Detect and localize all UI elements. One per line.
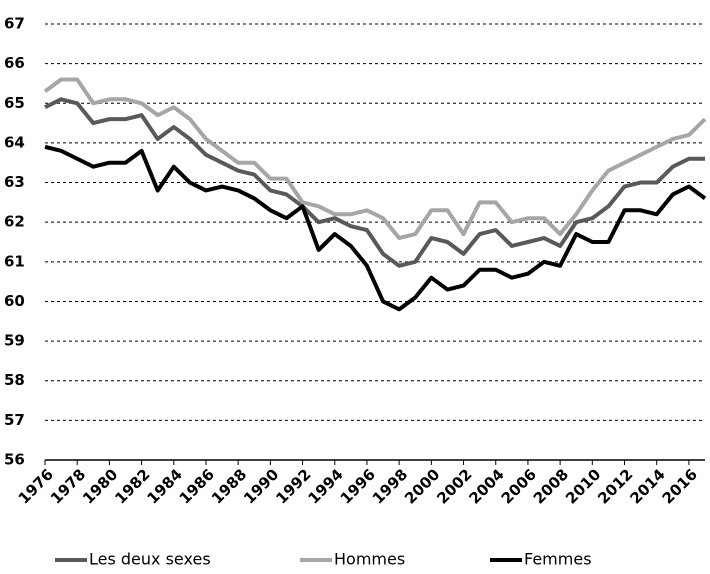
y-tick-label: 58 bbox=[4, 371, 25, 389]
x-tick-label: 1990 bbox=[240, 465, 282, 507]
y-tick-label: 64 bbox=[4, 133, 25, 151]
x-tick-label: 2000 bbox=[401, 465, 443, 507]
y-tick-label: 67 bbox=[4, 15, 25, 33]
x-tick-label: 1976 bbox=[15, 465, 57, 507]
x-tick-label: 1980 bbox=[79, 465, 121, 507]
legend-label: Hommes bbox=[334, 550, 405, 569]
x-tick-label: 1978 bbox=[47, 465, 89, 507]
y-tick-label: 59 bbox=[4, 332, 25, 350]
x-tick-label: 1986 bbox=[176, 465, 218, 507]
x-tick-label: 2006 bbox=[498, 465, 540, 507]
line bbox=[44, 97, 705, 268]
x-tick-label: 1998 bbox=[369, 465, 411, 507]
x-tick-label: 1988 bbox=[208, 465, 250, 507]
x-tick-label: 2002 bbox=[433, 465, 475, 507]
y-tick-label: 62 bbox=[4, 213, 25, 231]
x-tick-label: 1996 bbox=[337, 465, 379, 507]
x-tick-label: 2012 bbox=[594, 465, 636, 507]
x-tick-label: 1984 bbox=[144, 465, 186, 507]
y-tick-label: 61 bbox=[4, 252, 25, 270]
legend-label: Les deux sexes bbox=[89, 550, 211, 569]
line bbox=[43, 77, 707, 241]
legend-label: Femmes bbox=[524, 550, 592, 569]
x-tick-label: 2010 bbox=[562, 465, 604, 507]
x-tick-label: 1982 bbox=[111, 465, 153, 507]
y-tick-label: 63 bbox=[4, 173, 25, 191]
y-tick-label: 57 bbox=[4, 411, 25, 429]
x-tick-label: 2004 bbox=[465, 465, 507, 507]
x-tick-label: 2016 bbox=[659, 465, 701, 507]
y-tick-label: 60 bbox=[4, 292, 25, 310]
y-tick-label: 66 bbox=[4, 54, 25, 72]
x-tick-label: 1992 bbox=[272, 465, 314, 507]
x-tick-label: 2008 bbox=[530, 465, 572, 507]
x-tick-label: 2014 bbox=[626, 465, 668, 507]
y-tick-label: 65 bbox=[4, 94, 25, 112]
line bbox=[44, 144, 707, 312]
x-tick-label: 1994 bbox=[305, 465, 347, 507]
y-tick-label: 56 bbox=[4, 451, 25, 469]
